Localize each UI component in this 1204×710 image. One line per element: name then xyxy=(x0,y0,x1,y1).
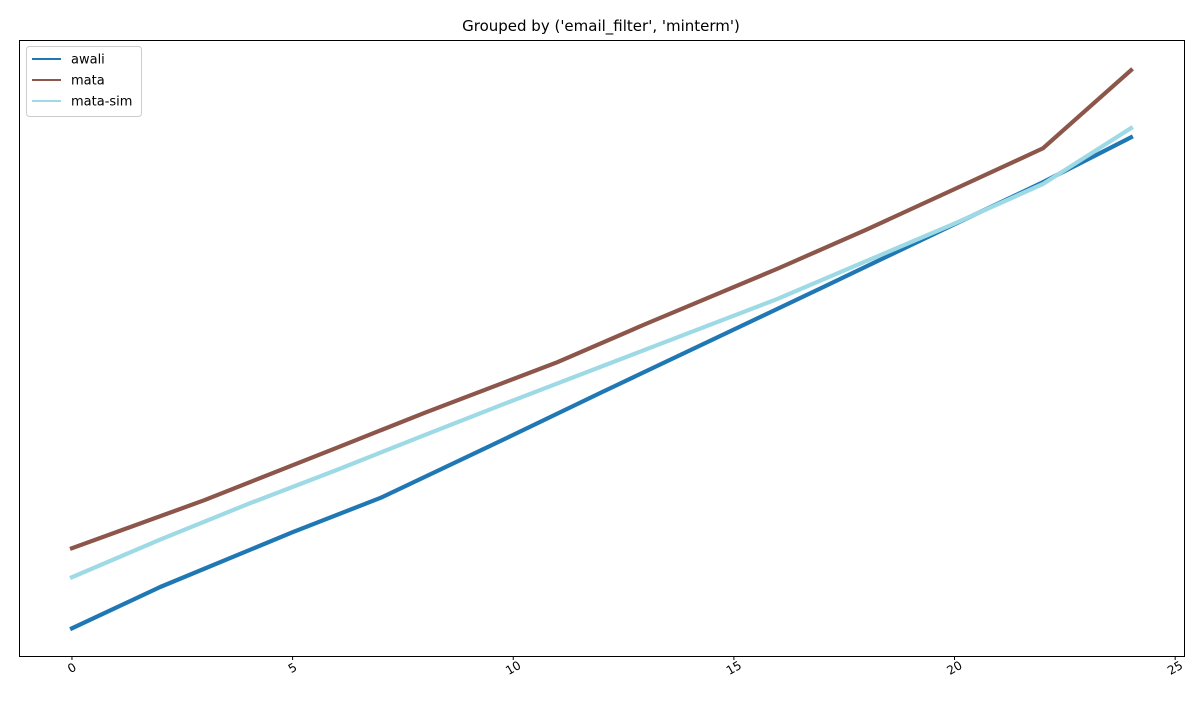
x-tick-label: 25 xyxy=(1165,658,1185,678)
plot-area-frame xyxy=(19,40,1185,657)
legend-box xyxy=(26,46,142,117)
chart-title: Grouped by ('email_filter', 'minterm') xyxy=(462,17,740,36)
x-tick-label: 20 xyxy=(944,658,964,678)
x-tick-label: 5 xyxy=(286,660,300,676)
x-tick-label: 15 xyxy=(724,658,744,678)
x-tick-label: 0 xyxy=(65,660,79,676)
series-layer xyxy=(69,67,1134,632)
x-tick-label: 10 xyxy=(503,658,523,678)
legend: awali mata mata-sim xyxy=(26,46,142,117)
legend-label-awali: awali xyxy=(71,53,105,68)
series-line-mata-sim xyxy=(69,125,1134,580)
series-line-awali xyxy=(69,134,1134,632)
x-axis: 0 5 10 15 20 25 xyxy=(65,656,1185,678)
series-line-mata xyxy=(69,67,1134,551)
legend-label-mata-sim: mata-sim xyxy=(71,95,132,110)
legend-label-mata: mata xyxy=(71,74,105,89)
